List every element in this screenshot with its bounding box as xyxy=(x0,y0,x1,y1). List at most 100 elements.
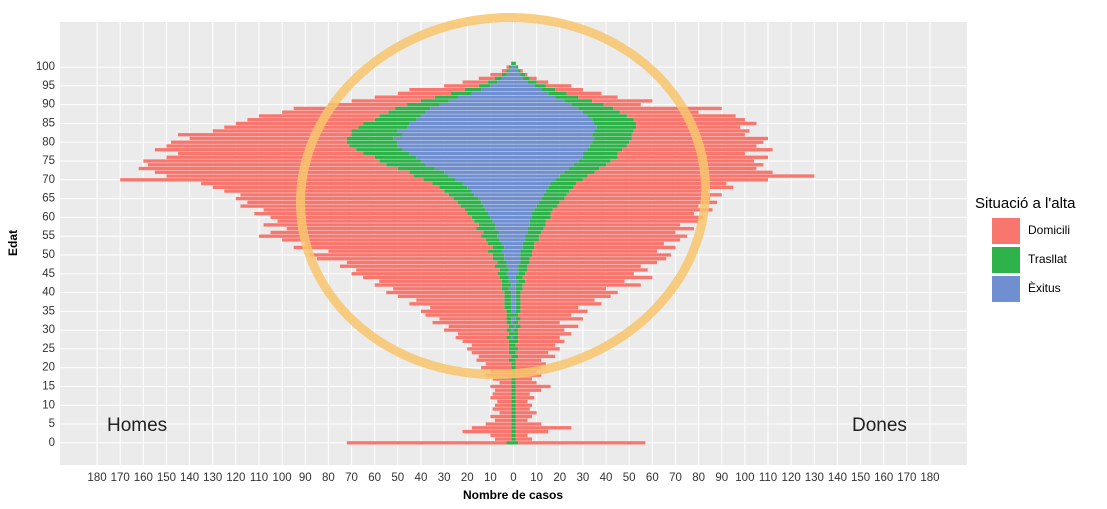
bar-segment xyxy=(421,159,514,162)
bar-segment xyxy=(493,219,514,222)
bar-segment xyxy=(511,385,513,388)
x-tick-label: 180 xyxy=(87,472,106,484)
bar-segment xyxy=(504,295,511,298)
bar-segment xyxy=(548,186,573,189)
x-tick-label: 90 xyxy=(299,472,312,484)
bar-segment xyxy=(490,216,513,219)
bar-segment xyxy=(597,126,636,129)
bar-segment xyxy=(514,250,521,253)
bar-segment xyxy=(495,227,514,230)
bar-segment xyxy=(518,328,564,331)
bar-segment xyxy=(511,404,513,407)
bar-segment xyxy=(514,88,542,91)
bar-segment xyxy=(514,268,519,271)
bar-segment xyxy=(507,65,509,68)
bar-segment xyxy=(511,362,513,365)
bar-segment xyxy=(516,385,551,388)
bar-segment xyxy=(514,197,542,200)
bar-segment xyxy=(502,69,507,72)
x-tick-label: 20 xyxy=(461,472,474,484)
bar-segment xyxy=(551,212,694,215)
bar-segment xyxy=(328,250,488,253)
x-tick-label: 160 xyxy=(134,472,153,484)
bar-segment xyxy=(546,84,571,87)
x-tick-label: 130 xyxy=(805,472,824,484)
bar-segment xyxy=(514,253,521,256)
bar-segment xyxy=(516,434,528,437)
bar-segment xyxy=(514,298,516,301)
bar-segment xyxy=(514,103,572,106)
bar-segment xyxy=(511,298,513,301)
bar-segment xyxy=(518,355,555,358)
bar-segment xyxy=(379,114,421,117)
bar-segment xyxy=(407,126,513,129)
bar-segment xyxy=(514,144,590,147)
bar-segment xyxy=(495,437,511,440)
bar-segment xyxy=(488,212,513,215)
bar-segment xyxy=(282,238,486,241)
y-tick-label: 10 xyxy=(42,399,55,411)
bar-segment xyxy=(525,280,624,283)
bar-segment xyxy=(516,310,521,313)
bar-segment xyxy=(430,107,513,110)
bar-segment xyxy=(514,62,516,65)
bar-segment xyxy=(495,419,511,422)
bar-segment xyxy=(259,114,379,117)
bar-segment xyxy=(421,114,514,117)
bar-segment xyxy=(514,306,516,309)
bar-segment xyxy=(449,193,474,196)
bar-segment xyxy=(516,351,548,354)
bar-segment xyxy=(514,362,516,365)
bar-segment xyxy=(511,336,513,339)
x-tick-label: 100 xyxy=(735,472,754,484)
bar-segment xyxy=(551,182,576,185)
bar-segment xyxy=(548,92,567,95)
bar-segment xyxy=(497,272,506,275)
bar-segment xyxy=(514,441,519,444)
x-tick-label: 80 xyxy=(692,472,705,484)
bar-segment xyxy=(504,302,511,305)
bar-segment xyxy=(340,265,495,268)
x-tick-label: 130 xyxy=(203,472,222,484)
y-tick-label: 85 xyxy=(42,117,55,129)
bar-segment xyxy=(514,415,516,418)
bar-segment xyxy=(500,268,509,271)
bar-segment xyxy=(514,328,519,331)
bar-segment xyxy=(539,201,560,204)
bar-segment xyxy=(514,430,516,433)
bar-segment xyxy=(444,189,472,192)
bar-segment xyxy=(504,253,513,256)
bar-segment xyxy=(500,411,512,414)
bar-segment xyxy=(511,62,513,65)
bar-segment xyxy=(560,201,717,204)
bar-segment xyxy=(523,276,653,279)
bar-segment xyxy=(514,114,588,117)
bar-segment xyxy=(578,159,610,162)
bar-segment xyxy=(386,291,504,294)
x-tick-label: 60 xyxy=(646,472,659,484)
bar-segment xyxy=(444,328,506,331)
bar-segment xyxy=(514,302,516,305)
bar-segment xyxy=(541,88,555,91)
y-tick-label: 0 xyxy=(49,437,55,449)
bar-segment xyxy=(514,336,519,339)
bar-segment xyxy=(592,141,629,144)
bar-segment xyxy=(476,359,508,362)
bar-segment xyxy=(490,434,511,437)
y-tick-label: 100 xyxy=(36,61,55,73)
bar-segment xyxy=(395,107,430,110)
bar-segment xyxy=(190,137,347,140)
bar-segment xyxy=(564,171,594,174)
bar-segment xyxy=(511,328,513,331)
bar-segment xyxy=(606,163,763,166)
bar-segment xyxy=(507,73,514,76)
bar-segment xyxy=(551,216,704,219)
bar-segment xyxy=(463,340,509,343)
bar-segment xyxy=(509,332,514,335)
x-tick-label: 170 xyxy=(897,472,916,484)
x-tick-label: 140 xyxy=(180,472,199,484)
y-tick-label: 70 xyxy=(42,174,55,186)
bar-segment xyxy=(155,148,356,151)
bar-segment xyxy=(430,306,504,309)
bar-segment xyxy=(439,186,467,189)
